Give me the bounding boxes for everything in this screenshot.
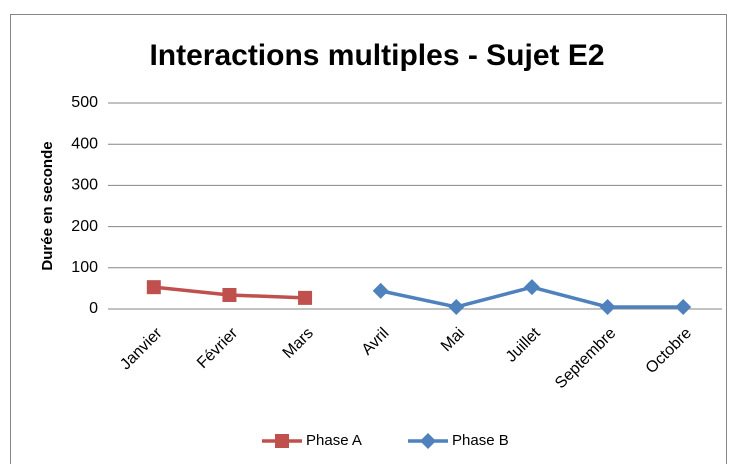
marker xyxy=(146,280,161,295)
legend-label: Phase A xyxy=(306,432,362,449)
y-tick-label: 200 xyxy=(71,218,98,235)
y-tick-label: 400 xyxy=(71,135,98,152)
legend-label: Phase B xyxy=(452,432,509,449)
y-tick-label: 300 xyxy=(71,177,98,194)
marker xyxy=(599,298,616,315)
marker xyxy=(675,298,692,315)
marker xyxy=(275,434,289,448)
chart-frame xyxy=(10,14,727,464)
chart-title: Interactions multiples - Sujet E2 xyxy=(149,39,604,72)
marker xyxy=(298,290,313,305)
y-tick-label: 100 xyxy=(71,259,98,276)
y-axis-label: Durée en seconde xyxy=(39,141,56,270)
y-tick-label: 500 xyxy=(71,94,98,111)
y-tick-label: 0 xyxy=(89,300,98,317)
marker xyxy=(523,279,540,296)
marker xyxy=(222,287,237,302)
marker xyxy=(448,298,465,315)
marker xyxy=(372,282,389,299)
marker xyxy=(420,433,436,449)
